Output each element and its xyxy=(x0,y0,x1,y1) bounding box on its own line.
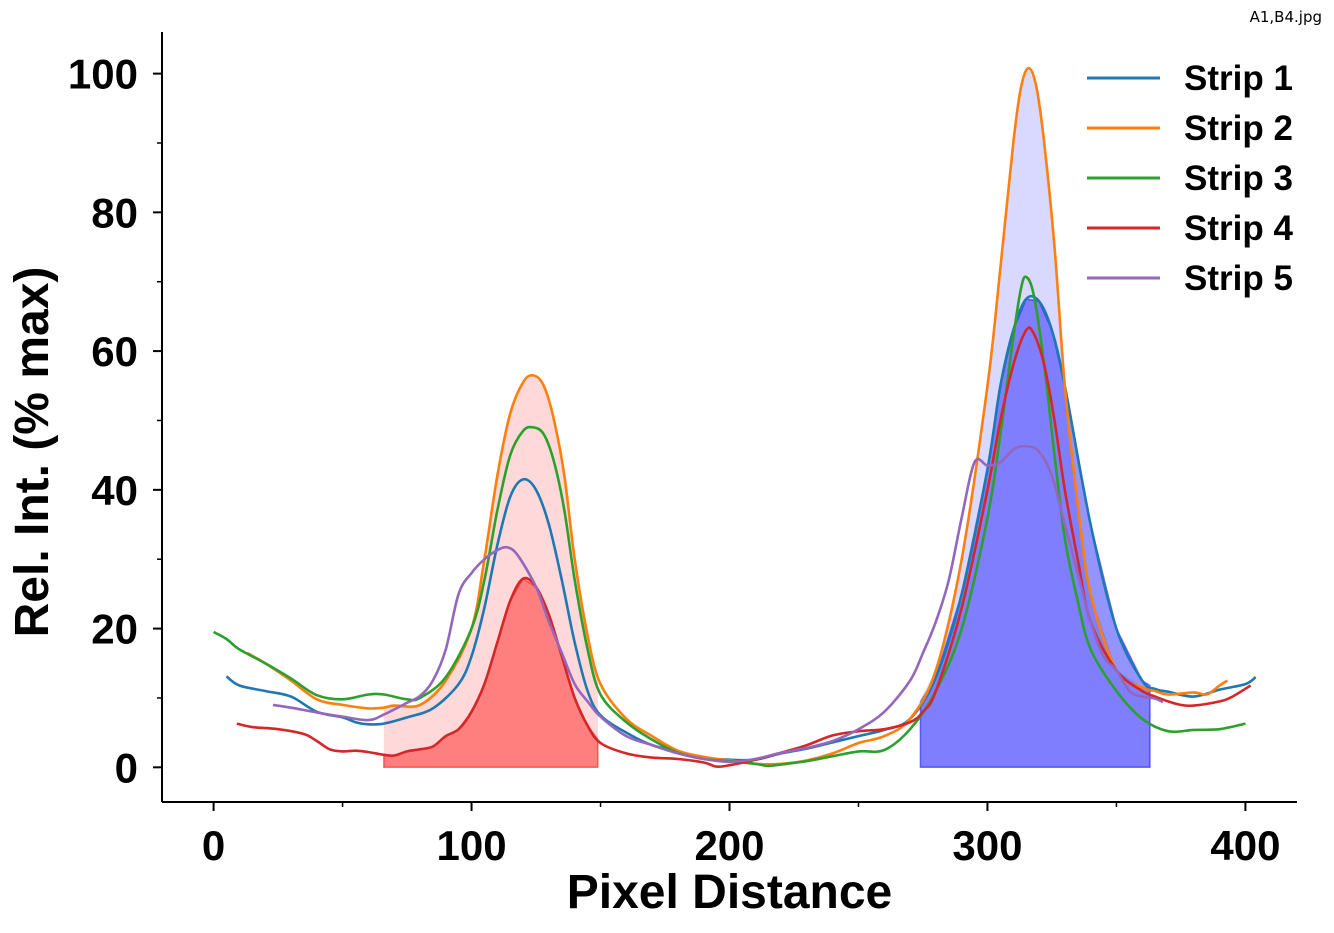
region-2-outer xyxy=(920,68,1150,768)
x-tick-label-400: 400 xyxy=(1210,822,1280,869)
y-tick-label-80: 80 xyxy=(91,189,138,236)
x-tick-label-100: 100 xyxy=(437,822,507,869)
x-tick-label-200: 200 xyxy=(694,822,764,869)
legend: Strip 1 Strip 2 Strip 3 Strip 4 Strip 5 xyxy=(1087,59,1293,298)
series-lines xyxy=(212,66,1257,769)
y-tick-label-40: 40 xyxy=(91,467,138,514)
shaded-regions xyxy=(383,68,1151,769)
legend-label-strip-4: Strip 4 xyxy=(1184,209,1293,248)
legend-label-strip-3: Strip 3 xyxy=(1184,159,1293,198)
file-label: A1,B4.jpg xyxy=(1249,8,1322,26)
legend-label-strip-5: Strip 5 xyxy=(1184,259,1293,298)
y-tick-label-100: 100 xyxy=(68,51,138,98)
legend-label-strip-1: Strip 1 xyxy=(1184,59,1293,98)
series-line-strip-4 xyxy=(236,326,1252,769)
x-axis-title: Pixel Distance xyxy=(567,866,893,919)
y-tick-label-60: 60 xyxy=(91,328,138,375)
y-tick-label-20: 20 xyxy=(91,606,138,653)
y-tick-label-0: 0 xyxy=(115,744,138,791)
x-tick-label-300: 300 xyxy=(952,822,1022,869)
series-line-strip-5 xyxy=(272,444,1164,764)
axes: 0 100 200 300 400 0 20 40 60 80 100 xyxy=(68,32,1297,869)
y-axis-title: Rel. Int. (% max) xyxy=(6,267,59,638)
legend-label-strip-2: Strip 2 xyxy=(1184,109,1293,148)
region-2-inner xyxy=(919,298,1151,769)
x-tick-label-0: 0 xyxy=(202,822,225,869)
